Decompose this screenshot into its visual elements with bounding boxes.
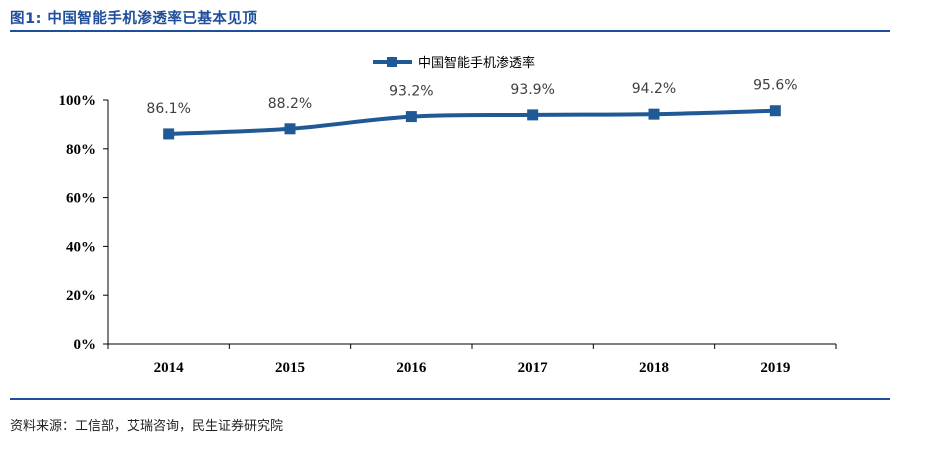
- series: [163, 105, 781, 140]
- data-point-marker: [527, 109, 539, 121]
- data-point-marker: [405, 111, 417, 123]
- data-label: 93.2%: [389, 84, 433, 100]
- x-tick-label: 2014: [154, 360, 185, 376]
- legend: 中国智能手机渗透率: [373, 55, 535, 71]
- data-label: 88.2%: [268, 96, 312, 112]
- axes: [107, 100, 836, 345]
- y-tick-label: 0%: [74, 337, 97, 353]
- figure-title: 图1: 中国智能手机渗透率已基本见顶: [10, 11, 258, 27]
- data-point-marker: [769, 105, 781, 117]
- title-rule: [10, 30, 890, 32]
- data-point-marker: [284, 123, 296, 135]
- data-label: 95.6%: [753, 78, 797, 94]
- x-tick-label: 2018: [639, 360, 669, 376]
- x-tick-label: 2016: [396, 360, 427, 376]
- data-point-marker: [648, 108, 660, 120]
- ticks: 0% 20% 40% 60% 80% 100% 2014 2015 2016 2017 2018 20…: [59, 93, 837, 376]
- y-tick-label: 80%: [66, 142, 96, 158]
- data-label: 93.9%: [510, 82, 554, 98]
- y-tick-label: 100%: [59, 93, 97, 109]
- y-tick-label: 60%: [66, 191, 96, 207]
- y-tick-label: 20%: [66, 288, 96, 304]
- data-label: 86.1%: [146, 101, 190, 117]
- series-line: [168, 108, 776, 136]
- legend-label: 中国智能手机渗透率: [418, 55, 535, 71]
- data-labels: 86.1% 88.2% 93.2% 93.9% 94.2% 95.6%: [146, 78, 797, 117]
- footer-rule: [10, 398, 890, 400]
- source-note: 资料来源：工信部，艾瑞咨询，民生证券研究院: [10, 419, 284, 434]
- legend-marker: [387, 57, 397, 67]
- x-tick-label: 2019: [760, 360, 790, 376]
- x-tick-label: 2017: [518, 360, 549, 376]
- y-tick-label: 40%: [66, 239, 96, 255]
- x-tick-label: 2015: [275, 360, 305, 376]
- data-label: 94.2%: [632, 81, 676, 97]
- data-point-marker: [163, 128, 175, 140]
